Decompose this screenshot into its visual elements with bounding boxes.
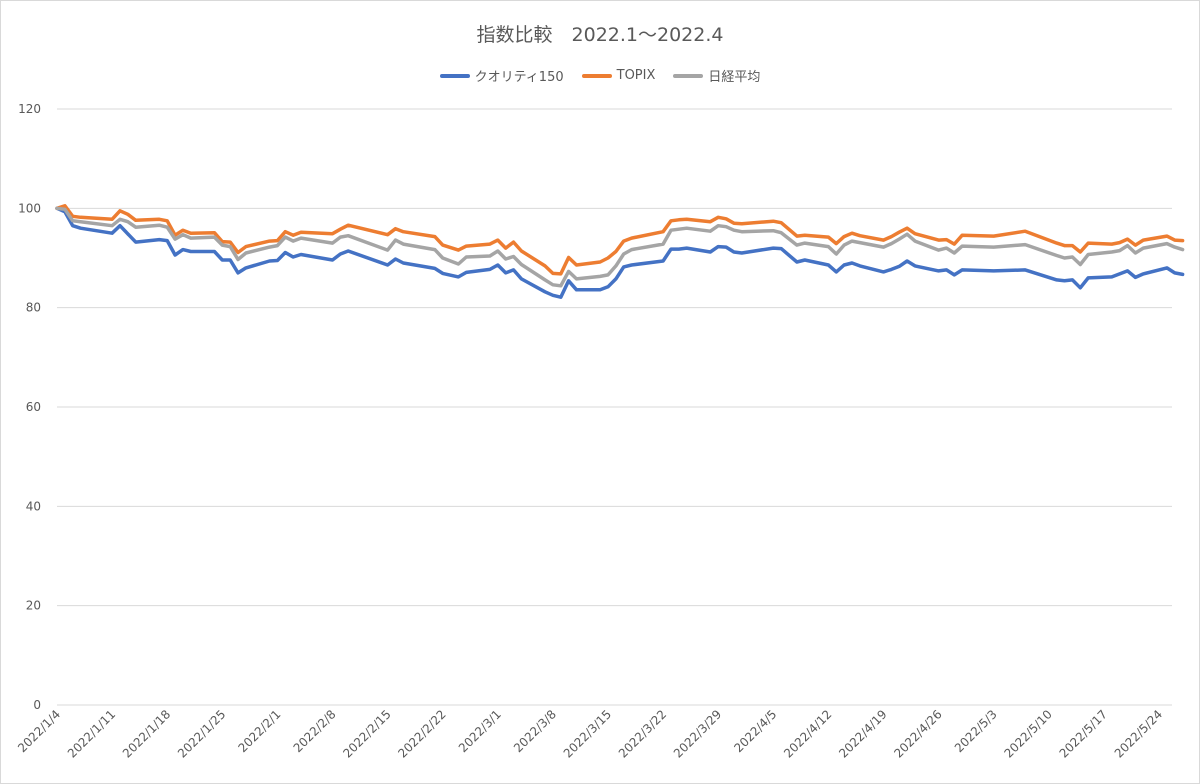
x-tick-label: 2022/3/8 — [511, 707, 559, 755]
y-tick-label: 40 — [26, 499, 41, 513]
x-tick-label: 2022/4/19 — [836, 707, 889, 760]
x-tick-label: 2022/3/1 — [456, 707, 504, 755]
x-tick-label: 2022/5/10 — [1002, 707, 1055, 760]
legend-label-quality150: クオリティ150 — [474, 70, 564, 85]
legend-item-quality150: クオリティ150 — [439, 66, 564, 85]
x-tick-label: 2022/4/5 — [731, 707, 779, 755]
x-tick-label: 2022/2/8 — [291, 707, 339, 755]
y-tick-label: 60 — [26, 400, 41, 414]
legend-swatch-nikkei — [673, 73, 704, 78]
series-line-0 — [55, 206, 1185, 299]
x-tick-label: 2022/5/17 — [1057, 707, 1110, 760]
x-tick-label: 2022/3/29 — [671, 707, 724, 760]
series-lines — [55, 204, 1185, 299]
legend: クオリティ150 TOPIX 日経平均 — [0, 66, 1200, 85]
y-tick-label: 120 — [18, 102, 41, 116]
legend-swatch-quality150 — [439, 73, 470, 78]
series-line-1 — [55, 204, 1185, 276]
series-line-2 — [55, 206, 1185, 288]
legend-label-nikkei: 日経平均 — [708, 70, 761, 85]
legend-item-nikkei: 日経平均 — [673, 66, 760, 85]
x-tick-label: 2022/2/15 — [340, 707, 393, 760]
x-tick-label: 2022/5/24 — [1112, 707, 1165, 760]
y-tick-label: 0 — [33, 698, 41, 712]
x-tick-label: 2022/1/18 — [120, 707, 173, 760]
y-tick-label: 80 — [26, 301, 41, 315]
y-tick-label: 100 — [18, 201, 41, 215]
x-tick-label: 2022/2/22 — [395, 707, 448, 760]
y-axis-ticks: 0 20 40 60 80 100 120 — [18, 102, 41, 712]
legend-swatch-topix — [581, 73, 612, 78]
x-tick-label: 2022/3/22 — [616, 707, 669, 760]
x-tick-label: 2022/4/12 — [781, 707, 834, 760]
x-tick-label: 2022/1/4 — [15, 707, 63, 755]
x-tick-label: 2022/5/3 — [952, 707, 1000, 755]
x-tick-label: 2022/1/25 — [175, 707, 228, 760]
x-tick-label: 2022/4/26 — [891, 707, 944, 760]
y-tick-label: 20 — [26, 599, 41, 613]
x-axis-ticks: 2022/1/4 2022/1/11 2022/1/18 2022/1/25 2022/… — [15, 707, 1165, 760]
x-tick-label: 2022/3/15 — [561, 707, 614, 760]
x-tick-label: 2022/1/11 — [65, 707, 118, 760]
legend-item-topix: TOPIX — [581, 66, 656, 85]
gridlines — [57, 108, 1172, 706]
x-tick-label: 2022/2/1 — [236, 707, 284, 755]
chart-title: 指数比較 2022.1〜2022.4 — [476, 24, 724, 46]
legend-label-topix: TOPIX — [616, 68, 656, 83]
